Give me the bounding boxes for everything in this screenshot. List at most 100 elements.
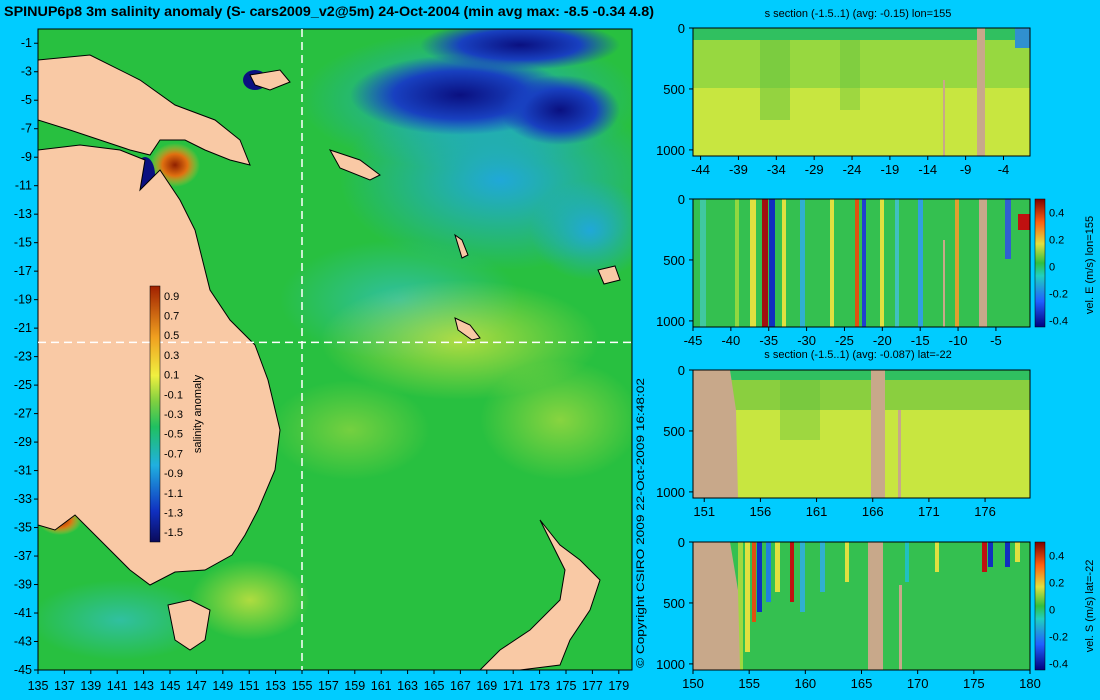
section-x-tick-label: 150 [682,676,704,691]
map-y-tick-label: -35 [14,521,32,535]
map-y-tick-label: -41 [14,606,32,620]
section-x-tick-label: -15 [911,333,930,348]
section-y-tick-label: 1000 [656,485,685,500]
colorbar-tick-label: -1.3 [164,507,183,519]
section-x-tick-label: 155 [738,676,760,691]
map-y-tick-label: -9 [21,150,32,164]
section-y-tick-label: 1000 [656,143,685,158]
map-y-tick-label: -45 [14,663,32,677]
colorbar-tick-label: 0.4 [1049,207,1064,219]
map-y-tick-label: -31 [14,464,32,478]
map-y-tick-label: -7 [21,122,32,136]
colorbar-tick-label: -0.3 [164,409,183,421]
copyright-text: © Copyright CSIRO 2009 22-Oct-2009 16:48… [635,378,647,668]
section-y-tick-label: 500 [663,253,685,268]
colorbar-tick-label: -0.9 [164,468,183,480]
colorbar-tick-label: -0.2 [1049,288,1068,300]
colorbar-tick-label: 0.1 [164,370,179,382]
map-y-tick-label: -5 [21,93,32,107]
section-4-land [693,542,740,670]
figure-title: SPINUP6p8 3m salinity anomaly (S- cars20… [4,4,654,19]
section-y-tick-label: 500 [663,82,685,97]
map-y-tick-label: -29 [14,435,32,449]
map-y-tick-label: -25 [14,378,32,392]
colorbar-tick-label: 0.2 [1049,577,1064,589]
section-3: s section (-1.5..1) (avg: -0.087) lat=-2… [656,349,1031,519]
section-x-tick-label: -35 [759,333,778,348]
land-vanuatu [454,233,469,259]
map-x-tick-label: 149 [212,679,233,693]
section-y-tick-label: 0 [678,21,685,36]
section-x-tick-label: -20 [873,333,892,348]
section-y-tick-label: 500 [663,424,685,439]
map-x-tick-label: 175 [556,679,577,693]
colorbar-tick-label: -0.5 [164,429,183,441]
section-y-tick-label: 0 [678,535,685,550]
colorbar-tick-label: 0.4 [1049,550,1064,562]
map-y-tick-label: -33 [14,492,32,506]
section-x-tick-label: 151 [693,504,715,519]
section-1: s section (-1.5..1) (avg: -0.15) lon=155… [656,8,1031,177]
map-x-tick-label: 173 [529,679,550,693]
land-new-zealand [479,519,601,670]
map-y-tick-label: -37 [14,549,32,563]
land-new-caledonia [454,317,481,341]
map-y-tick-label: -11 [15,179,32,193]
section-x-tick-label: -44 [691,162,710,177]
map-x-tick-label: 171 [503,679,524,693]
section-y-tick-label: 500 [663,596,685,611]
colorbar-2-label: vel. E (m/s) lon=155 [1084,216,1096,314]
colorbar-tick-label: -0.7 [164,448,183,460]
section-x-tick-label: -30 [797,333,816,348]
colorbar-tick-label: 0 [1049,261,1055,273]
map-x-tick-label: 147 [186,679,207,693]
section-x-tick-label: -45 [684,333,703,348]
colorbar-tick-label: 0.5 [164,330,179,342]
colorbar-tick-label: -0.4 [1049,658,1068,670]
map-x-tick-label: 169 [476,679,497,693]
map-x-tick-label: 143 [133,679,154,693]
map-x-tick-label: 159 [344,679,365,693]
map-y-tick-label: -39 [14,578,32,592]
section-2: -45 -40 -35 -30 -25 -20 -15 -10 -5 0 500 1000 0.4 0.… [656,192,1096,348]
map-y-tick-label: -15 [14,236,32,250]
map-y-tick-label: -19 [14,293,32,307]
map-x-tick-label: 141 [107,679,128,693]
vel-stripes-e [700,199,1030,327]
section-x-tick-label: 156 [750,504,772,519]
section-x-tick-label: -24 [843,162,862,177]
section-y-tick-label: 0 [678,192,685,207]
map-y-tick-label: -13 [14,207,32,221]
section-x-tick-label: -14 [918,162,937,177]
land-tasmania [167,599,211,651]
salinity-colorbar: 0.9 0.7 0.5 0.3 0.1 -0.1 -0.3 -0.5 -0.7 -0.9 -1.1 -… [149,285,204,543]
land-new-britain [249,69,291,91]
section-x-tick-label: -39 [729,162,748,177]
section-x-tick-label: 176 [974,504,996,519]
map-x-tick-label: 167 [450,679,471,693]
map-x-tick-label: 137 [54,679,75,693]
section-y-tick-label: 1000 [656,657,685,672]
section-x-tick-label: -34 [767,162,786,177]
map-x-tick-label: 179 [608,679,629,693]
section-3-title: s section (-1.5..1) (avg: -0.087) lat=-2… [764,349,951,361]
colorbar-label: salinity anomaly [192,374,204,453]
map-x-tick-label: 161 [371,679,392,693]
map-x-tick-label: 157 [318,679,339,693]
section-x-tick-label: 160 [794,676,816,691]
section-x-tick-label: -9 [960,162,972,177]
section-x-tick-label: 161 [806,504,828,519]
land-fiji [597,265,621,285]
section-x-tick-label: -19 [881,162,900,177]
section-x-tick-label: 165 [851,676,873,691]
colorbar-tick-label: -1.1 [164,488,183,500]
land-new-guinea [38,54,251,166]
colorbar-tick-label: 0.3 [164,350,179,362]
section-y-tick-label: 1000 [656,314,685,329]
section-x-tick-label: -25 [835,333,854,348]
map-y-tick-label: -23 [14,350,32,364]
section-x-tick-label: 180 [1019,676,1041,691]
colorbar-tick-label: 0 [1049,604,1055,616]
section-x-tick-label: -10 [949,333,968,348]
